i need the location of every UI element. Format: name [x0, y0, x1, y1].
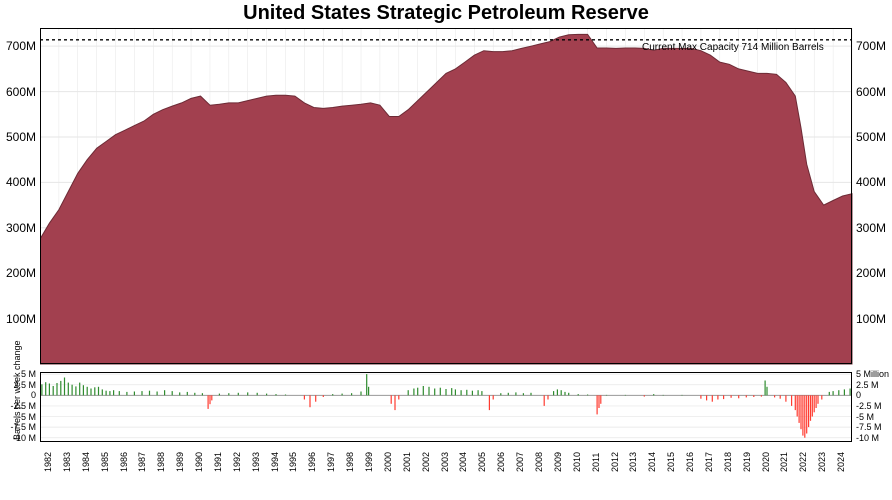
sub-ytick-right: -10 M [856, 433, 879, 443]
xtick-year: 1992 [232, 452, 242, 472]
xtick-year: 2013 [628, 452, 638, 472]
xtick-year: 1987 [137, 452, 147, 472]
xtick-year: 2004 [458, 452, 468, 472]
xtick-year: 2009 [553, 452, 563, 472]
xtick-year: 2020 [761, 452, 771, 472]
xtick-year: 2002 [421, 452, 431, 472]
xtick-year: 2023 [817, 452, 827, 472]
xtick-year: 2006 [496, 452, 506, 472]
xtick-year: 2003 [440, 452, 450, 472]
ytick-left: 300M [0, 221, 36, 235]
sub-ytick-left: -7.5 M [0, 422, 36, 432]
xtick-year: 1999 [364, 452, 374, 472]
xtick-year: 2000 [383, 452, 393, 472]
xtick-year: 2008 [534, 452, 544, 472]
xtick-year: 2011 [591, 453, 601, 472]
xtick-year: 1993 [251, 452, 261, 472]
xtick-year: 2012 [610, 452, 620, 472]
sub-ytick-right: -7.5 M [856, 422, 882, 432]
sub-ytick-left: -2.5 M [0, 401, 36, 411]
ytick-right: 100M [856, 312, 886, 326]
xtick-year: 1985 [100, 452, 110, 472]
xtick-year: 1997 [326, 452, 336, 472]
sub-ytick-left: -10 M [0, 433, 36, 443]
xtick-year: 1990 [194, 452, 204, 472]
xtick-year: 2024 [836, 452, 846, 472]
sub-ytick-right: 5 Million [856, 369, 889, 379]
sub-ytick-left: 0 [0, 390, 36, 400]
xtick-year: 1989 [175, 452, 185, 472]
xtick-year: 2018 [723, 452, 733, 472]
xtick-year: 1988 [156, 452, 166, 472]
ytick-left: 200M [0, 266, 36, 280]
sub-ytick-right: -5 M [856, 412, 874, 422]
xtick-year: 1984 [81, 452, 91, 472]
ytick-left: 100M [0, 312, 36, 326]
capacity-label: Current Max Capacity 714 Million Barrels [642, 42, 824, 53]
xtick-year: 1983 [62, 452, 72, 472]
xtick-year: 2010 [572, 452, 582, 472]
sub-ytick-left: 2.5 M [0, 380, 36, 390]
ytick-left: 700M [0, 39, 36, 53]
chart-title: United States Strategic Petroleum Reserv… [0, 2, 892, 25]
xtick-year: 1998 [345, 452, 355, 472]
ytick-right: 300M [856, 221, 886, 235]
ytick-left: 400M [0, 175, 36, 189]
ytick-right: 500M [856, 130, 886, 144]
xtick-year: 2021 [779, 452, 789, 472]
ytick-left: 500M [0, 130, 36, 144]
xtick-year: 2016 [685, 452, 695, 472]
xtick-year: 2001 [402, 452, 412, 472]
sub-ytick-left: -5 M [0, 412, 36, 422]
xtick-year: 1986 [119, 452, 129, 472]
xtick-year: 2019 [742, 452, 752, 472]
xtick-year: 2005 [477, 452, 487, 472]
xtick-year: 2022 [798, 452, 808, 472]
ytick-right: 400M [856, 175, 886, 189]
ytick-right: 200M [856, 266, 886, 280]
xtick-year: 2007 [515, 452, 525, 472]
sub-ytick-left: 5 M [0, 369, 36, 379]
main-chart [40, 28, 854, 366]
xtick-year: 1996 [307, 452, 317, 472]
xtick-year: 1982 [43, 452, 53, 472]
sub-ytick-right: 2.5 M [856, 380, 879, 390]
ytick-left: 600M [0, 85, 36, 99]
ytick-right: 600M [856, 85, 886, 99]
xtick-year: 1994 [270, 452, 280, 472]
xtick-year: 1991 [213, 452, 223, 472]
xtick-year: 2017 [704, 452, 714, 472]
xtick-year: 2015 [666, 452, 676, 472]
sub-ytick-right: -2.5 M [856, 401, 882, 411]
xtick-year: 1995 [288, 452, 298, 472]
ytick-right: 700M [856, 39, 886, 53]
weekly-change-chart [40, 372, 854, 444]
sub-ytick-right: 0 [856, 390, 861, 400]
xtick-year: 2014 [647, 452, 657, 472]
